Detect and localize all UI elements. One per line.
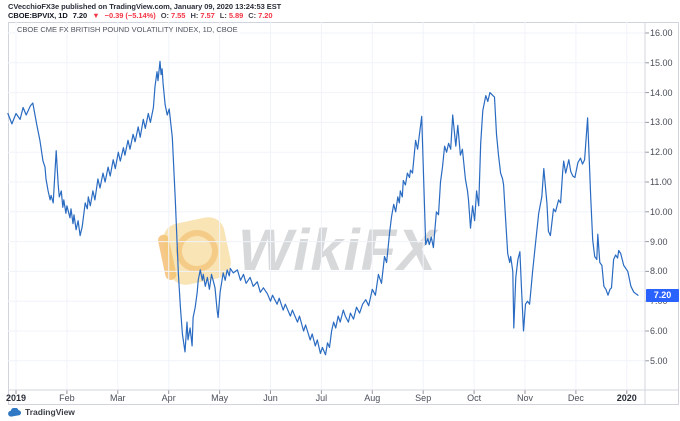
price-tick-label: 5.00: [650, 355, 668, 366]
symbol-name: CBOE:BPVIX, 1D: [8, 11, 68, 20]
last-price-badge: 7.20: [646, 288, 679, 302]
time-tick-label: 2019: [5, 393, 27, 403]
price-tick-label: 11.00: [650, 177, 672, 187]
price-tick-label: 16.00: [650, 28, 673, 38]
price-tick-label: 13.00: [650, 117, 673, 128]
time-tick-label: May: [211, 393, 229, 403]
time-tick-label: Mar: [110, 393, 126, 403]
open-value: 7.55: [171, 11, 186, 20]
publish-byline: CVecchioFX3e published on TradingView.co…: [8, 2, 282, 11]
high-value: 7.57: [200, 11, 215, 20]
price-tick-label: 8.00: [650, 266, 668, 277]
series-legend-title[interactable]: CBOE CME FX BRITISH POUND VOLATILITY IND…: [15, 25, 240, 34]
price-tick-label: 14.00: [650, 87, 673, 98]
price-tick-label: 12.00: [650, 147, 673, 158]
price-tick-label: 6.00: [650, 326, 668, 336]
high-label: H:: [190, 11, 199, 20]
close-label: C:: [248, 11, 257, 20]
symbol-status-line: CBOE:BPVIX, 1D 7.20 ▼ −0.39 (−5.14%) O: …: [8, 11, 276, 20]
time-tick-label: Nov: [516, 393, 534, 403]
open-label: O:: [160, 11, 169, 20]
price-tick-label: 9.00: [650, 236, 668, 247]
price-tick-label: 15.00: [650, 57, 673, 68]
last-price: 7.20: [72, 11, 88, 20]
tradingview-label: TradingView: [25, 407, 75, 417]
time-tick-label: 2020: [616, 393, 637, 403]
tradingview-attribution[interactable]: TradingView: [8, 407, 75, 417]
time-tick-label: Oct: [467, 393, 482, 403]
price-change: −0.39 (−5.14%): [104, 11, 156, 20]
close-value: 7.20: [258, 11, 273, 20]
time-tick-label: Aug: [364, 393, 381, 403]
low-label: L:: [219, 11, 227, 20]
time-tick-label: Jun: [263, 393, 278, 403]
tradingview-cloud-icon: [8, 407, 21, 417]
time-tick-label: Jul: [315, 393, 328, 403]
time-tick-label: Apr: [161, 393, 176, 403]
price-tick-label: 10.00: [650, 206, 673, 217]
price-down-icon: ▼: [92, 11, 100, 20]
chart-frame: [8, 22, 679, 405]
time-tick-label: Dec: [567, 393, 584, 403]
time-tick-label: Feb: [59, 393, 75, 403]
time-tick-label: Sep: [415, 393, 432, 403]
low-value: 5.89: [228, 11, 244, 20]
